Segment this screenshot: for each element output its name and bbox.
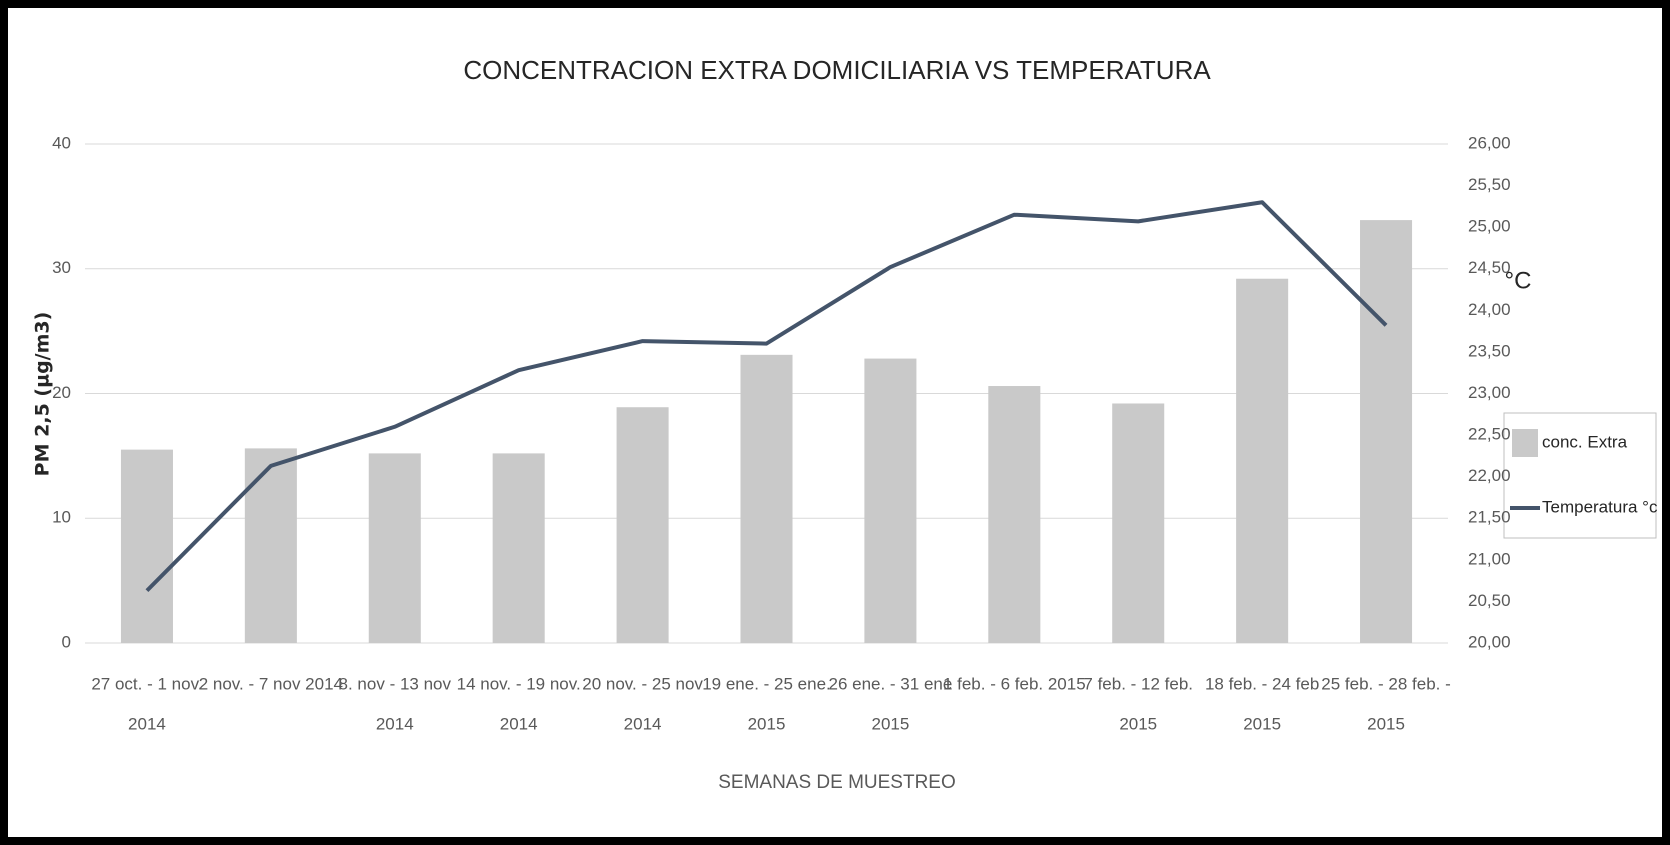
legend-label: Temperatura °c [1542,497,1658,516]
y-tick-label: 0 [62,632,71,651]
x-tick-label: 7 feb. - 12 feb. [1083,674,1193,693]
y-tick-label: 10 [52,508,71,527]
bar [368,453,421,643]
y-tick-label: 20 [52,383,71,402]
y2-tick-label: 22,00 [1468,466,1511,485]
bar [244,448,297,643]
y2-tick-label: 20,50 [1468,591,1511,610]
y-tick-label: 40 [52,133,71,152]
bar [740,354,793,643]
bar [1360,220,1413,643]
y2-tick-label: 25,50 [1468,175,1511,194]
x-tick-label: 14 nov. - 19 nov. [457,674,581,693]
x-tick-label: 2014 [376,714,414,733]
x-tick-label: 20 nov. - 25 nov [582,674,703,693]
bar [492,453,545,643]
x-tick-label: 8. nov - 13 nov [339,674,452,693]
x-tick-label: 2015 [748,714,786,733]
y2-tick-label: 26,00 [1468,133,1511,152]
legend-label: conc. Extra [1542,432,1628,451]
bar [864,358,917,643]
y2-tick-label: 23,00 [1468,383,1511,402]
bar [1112,403,1165,643]
bar [1236,278,1289,643]
x-tick-label: 26 ene. - 31 ene [828,674,952,693]
y2-tick-label: 21,00 [1468,549,1511,568]
x-tick-label: 2015 [1367,714,1405,733]
x-tick-label: 2014 [500,714,538,733]
x-tick-label: 19 ene. - 25 ene. [702,674,831,693]
bar [616,407,669,643]
y2-axis-title: °C [1505,267,1532,294]
x-tick-label: 2015 [1243,714,1281,733]
x-tick-label: 27 oct. - 1 nov. [91,674,202,693]
x-tick-label: 2014 [624,714,662,733]
chart-title: CONCENTRACION EXTRA DOMICILIARIA VS TEMP… [463,55,1211,85]
x-tick-label: 2014 [128,714,166,733]
y2-tick-label: 24,00 [1468,300,1511,319]
legend-swatch [1512,429,1538,457]
y2-tick-label: 21,50 [1468,508,1511,527]
x-tick-label: 1 feb. - 6 feb. 2015 [943,674,1086,693]
y2-tick-label: 25,00 [1468,217,1511,236]
x-tick-label: 2015 [871,714,909,733]
x-tick-label: 18 feb. - 24 feb [1205,674,1319,693]
y2-tick-label: 22,50 [1468,425,1511,444]
y2-tick-label: 23,50 [1468,341,1511,360]
y-tick-label: 30 [52,258,71,277]
bar [120,449,173,643]
x-axis-title: SEMANAS DE MUESTREO [718,772,956,793]
x-tick-label: 2015 [1119,714,1157,733]
y2-tick-label: 20,00 [1468,632,1511,651]
x-tick-label: 25 feb. - 28 feb. - [1321,674,1450,693]
x-tick-label: 2 nov. - 7 nov 2014 [199,674,343,693]
y2-tick-label: 24,50 [1468,258,1511,277]
y-axis-title: PM 2,5 (µg/m3) [32,312,54,477]
bar [988,386,1041,643]
line [145,200,1388,593]
